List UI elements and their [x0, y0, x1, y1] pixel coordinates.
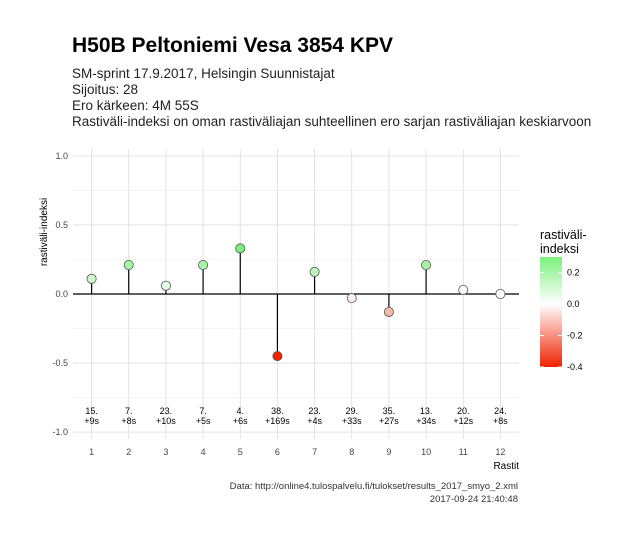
source-caption: Data: http://online4.tulospalvelu.fi/tul… [229, 481, 518, 492]
data-point [86, 273, 97, 284]
time-diff-label: +8s [121, 416, 136, 426]
x-tick-label: 12 [495, 447, 505, 457]
rank-label: 23. [160, 406, 173, 416]
rank-label: 15. [85, 406, 98, 416]
data-point [421, 259, 432, 270]
legend-title-line: rastiväli- [540, 228, 587, 242]
subtitle-event: SM-sprint 17.9.2017, Helsingin Suunnista… [72, 66, 335, 81]
data-point [198, 259, 209, 270]
time-diff-label: +9s [84, 416, 99, 426]
legend-tick-label: -0.4 [567, 362, 583, 372]
time-diff-label: +12s [453, 416, 473, 426]
rank-label: 35. [383, 406, 396, 416]
subtitle-description: Rastiväli-indeksi on oman rastiväliajan … [72, 114, 592, 129]
legend-tick-label: -0.2 [567, 331, 583, 341]
time-diff-label: +4s [307, 416, 322, 426]
rank-label: 7. [199, 406, 207, 416]
rank-label: 13. [420, 406, 433, 416]
rank-label: 7. [125, 406, 133, 416]
time-diff-label: +27s [379, 416, 399, 426]
x-tick-label: 1 [89, 447, 94, 457]
time-diff-label: +8s [493, 416, 508, 426]
y-axis-title: rastiväli-indeksi [39, 198, 50, 266]
legend-colorbar [540, 257, 562, 367]
legend-tick-label: 0.2 [567, 268, 580, 278]
rank-label: 24. [494, 406, 507, 416]
data-point [235, 243, 246, 254]
data-point [272, 351, 283, 362]
y-tick-label: 0.0 [55, 289, 68, 299]
y-tick-label: -0.5 [52, 358, 68, 368]
x-axis-title: Rastit [493, 461, 519, 472]
time-diff-label: +10s [156, 416, 176, 426]
chart-title: H50B Peltoniemi Vesa 3854 KPV [72, 34, 393, 57]
y-tick-label: 1.0 [55, 151, 68, 161]
x-tick-label: 3 [163, 447, 168, 457]
data-point [346, 293, 357, 304]
x-tick-label: 9 [386, 447, 391, 457]
data-point [458, 284, 469, 295]
x-tick-label: 4 [201, 447, 206, 457]
time-diff-label: +34s [416, 416, 436, 426]
x-tick-label: 8 [349, 447, 354, 457]
data-point [309, 266, 320, 277]
rank-label: 4. [236, 406, 244, 416]
x-tick-label: 11 [459, 447, 468, 457]
subtitle-gap: Ero kärkeen: 4M 55S [72, 98, 199, 113]
rank-label: 38. [271, 406, 284, 416]
y-tick-label: -1.0 [52, 427, 68, 437]
x-tick-label: 6 [275, 447, 280, 457]
legend-title-line: indeksi [540, 242, 579, 256]
time-diff-label: +33s [342, 416, 362, 426]
data-point [123, 259, 134, 270]
rank-label: 23. [308, 406, 321, 416]
x-tick-label: 2 [126, 447, 131, 457]
rank-label: 20. [457, 406, 470, 416]
data-point [495, 288, 506, 299]
data-point [383, 306, 394, 317]
data-point [160, 280, 171, 291]
x-tick-label: 10 [421, 447, 431, 457]
timestamp-caption: 2017-09-24 21:40:48 [429, 494, 518, 505]
legend-tick-label: 0.0 [567, 299, 580, 309]
rank-label: 29. [345, 406, 358, 416]
x-tick-label: 5 [238, 447, 243, 457]
time-diff-label: +169s [265, 416, 290, 426]
time-diff-label: +5s [196, 416, 211, 426]
x-tick-label: 7 [312, 447, 317, 457]
subtitle-placement: Sijoitus: 28 [72, 82, 139, 97]
time-diff-label: +6s [233, 416, 248, 426]
y-tick-label: 0.5 [55, 220, 68, 230]
